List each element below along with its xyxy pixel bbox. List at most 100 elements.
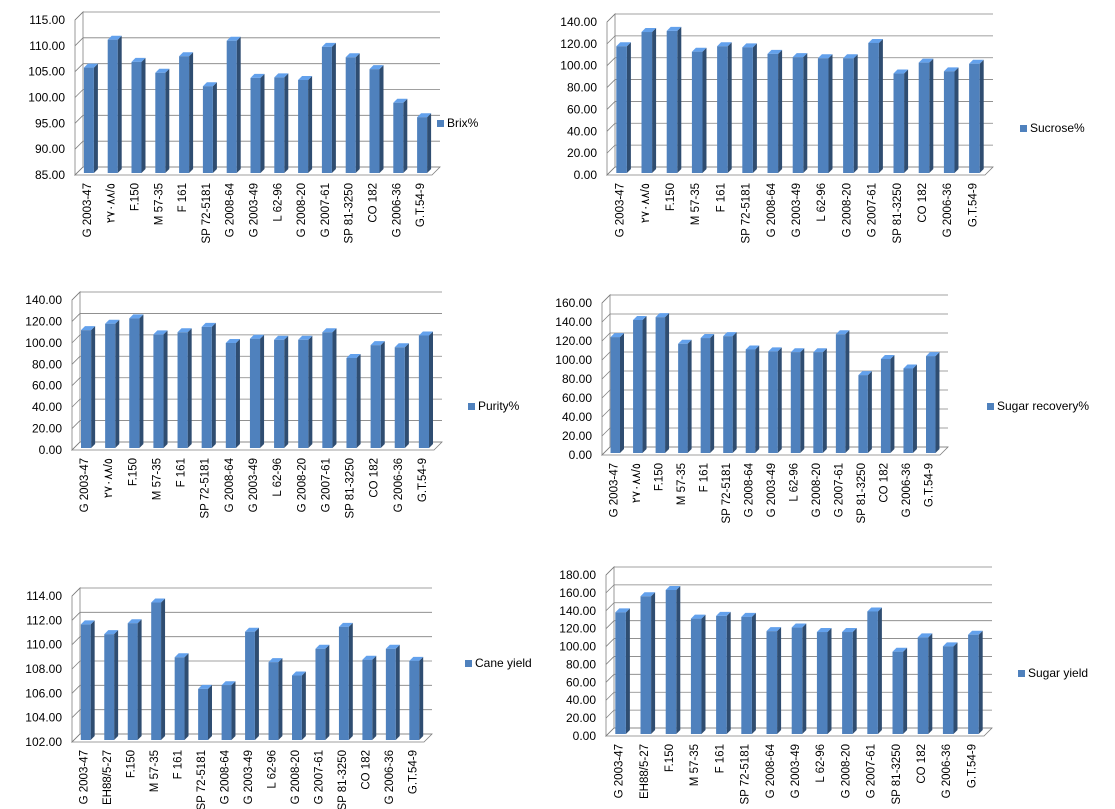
- bar-top: [322, 328, 337, 333]
- bar-side: [853, 54, 858, 173]
- legend-swatch: [465, 660, 472, 667]
- x-tick-label: SP 72-5181: [741, 183, 753, 244]
- bar: [370, 345, 381, 448]
- bar: [633, 320, 643, 453]
- x-tick-label: F.150: [665, 183, 677, 211]
- y-tick-label: 108.00: [25, 662, 62, 676]
- gridline-slant: [601, 332, 611, 342]
- legend-label: Purity%: [478, 399, 520, 413]
- x-tick-label: F 161: [715, 183, 727, 212]
- bar: [640, 596, 652, 734]
- bar: [616, 46, 627, 173]
- bar-top: [691, 47, 707, 52]
- bar: [745, 349, 756, 453]
- y-tick-label: 20.00: [566, 711, 596, 725]
- x-tick-label: G 2007-61: [867, 183, 879, 237]
- bar: [690, 618, 702, 734]
- bar-side: [429, 331, 434, 448]
- x-tick-label: SP 81-3250: [891, 744, 903, 805]
- x-tick-label: G 2008-20: [296, 458, 308, 512]
- gridline-slant: [606, 57, 616, 66]
- x-tick-label: L 62-96: [266, 750, 278, 789]
- bar-side: [284, 73, 289, 173]
- bar-side: [845, 330, 850, 453]
- bar: [274, 339, 285, 448]
- bar-top: [107, 35, 122, 40]
- bar-top: [417, 113, 432, 118]
- bar-side: [904, 69, 909, 173]
- x-tick-label: G 2008-64: [765, 743, 777, 798]
- bar: [942, 646, 954, 734]
- y-tick-label: 80.00: [567, 81, 597, 95]
- bar-side: [625, 608, 630, 734]
- gridline-slant: [71, 660, 81, 670]
- y-tick-label: 0.00: [573, 729, 597, 743]
- gridline-slant: [606, 79, 616, 88]
- bar-side: [727, 42, 732, 173]
- gridline-slant: [74, 63, 84, 72]
- legend-label: Cane yield: [475, 656, 532, 670]
- bar-top: [129, 314, 144, 319]
- bar-side: [332, 328, 337, 448]
- bar: [179, 56, 190, 173]
- bar-side: [890, 354, 895, 453]
- x-tick-label: G 2008-64: [743, 462, 755, 517]
- x-tick-label: SP 81-3250: [856, 463, 868, 524]
- bar-top: [80, 620, 95, 625]
- gridline-slant: [74, 11, 84, 21]
- bar: [83, 67, 94, 173]
- bar-top: [369, 65, 384, 70]
- gridline-slant: [71, 685, 81, 694]
- bar: [768, 351, 778, 453]
- x-tick-label: G 2003-49: [766, 463, 778, 517]
- bar-side: [652, 28, 657, 174]
- bar-top: [202, 82, 217, 87]
- x-tick-label: G 2003-47: [608, 463, 620, 517]
- x-tick-label: F 161: [176, 458, 188, 487]
- bar: [155, 72, 166, 173]
- x-tick-label: SP 81-3250: [892, 183, 904, 244]
- gridline-slant: [601, 370, 611, 380]
- bar-side: [211, 322, 216, 448]
- gridline-slant: [71, 636, 81, 645]
- x-tick-label: EH88/5-27: [102, 750, 114, 805]
- bar: [641, 32, 653, 174]
- bar-top: [616, 42, 631, 47]
- bar-side: [802, 623, 807, 734]
- bar-top: [127, 619, 142, 624]
- x-tick-label: F 161: [177, 183, 189, 212]
- bar-side: [752, 43, 757, 174]
- bar-top: [868, 38, 883, 43]
- x-tick-label: G.T.54-9: [415, 183, 427, 227]
- bar-side: [867, 371, 872, 453]
- bar-top: [791, 623, 807, 628]
- bar-top: [615, 608, 630, 613]
- bar-top: [221, 681, 236, 686]
- x-tick-label: ٢٧٠٨٨/٥: [631, 463, 643, 503]
- bar: [394, 347, 405, 448]
- legend-swatch: [468, 403, 475, 410]
- bar-side: [953, 642, 958, 734]
- bar-top: [942, 642, 958, 647]
- bar-side: [236, 36, 241, 173]
- bar-top: [131, 57, 146, 62]
- bar-top: [792, 53, 808, 58]
- bar: [105, 323, 116, 448]
- bar: [892, 651, 904, 734]
- bar: [177, 332, 188, 448]
- y-tick-label: 20.00: [567, 146, 597, 160]
- y-tick-label: 115.00: [29, 13, 65, 27]
- bar: [104, 634, 115, 740]
- legend-swatch: [987, 403, 994, 410]
- bar: [321, 46, 332, 173]
- bar-top: [867, 607, 882, 612]
- x-tick-label: F.150: [664, 744, 676, 772]
- legend-swatch: [1020, 125, 1027, 132]
- x-tick-label: F.150: [653, 463, 665, 491]
- legend-swatch: [1018, 670, 1025, 677]
- gridline-slant: [71, 709, 81, 718]
- bar: [742, 47, 753, 174]
- bar-top: [198, 684, 212, 689]
- gridline-slant: [605, 584, 615, 594]
